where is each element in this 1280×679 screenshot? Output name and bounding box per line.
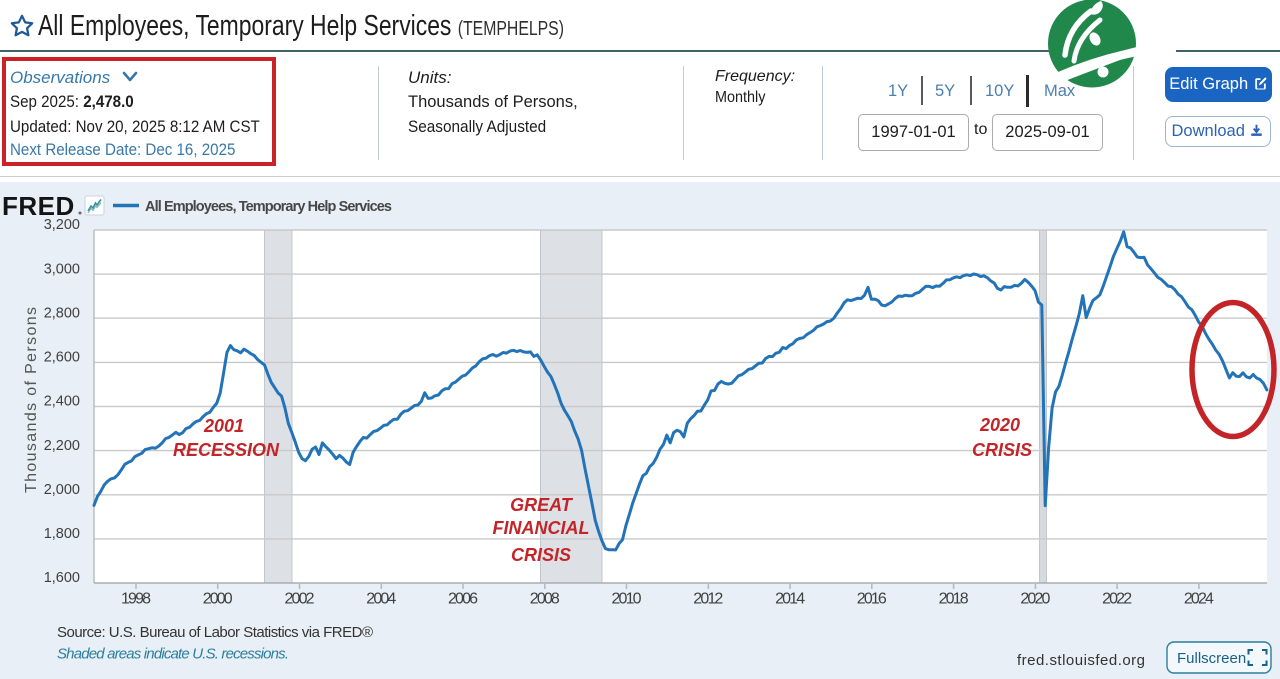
svg-text:2000: 2000 (203, 591, 233, 608)
svg-text:2001: 2001 (203, 416, 244, 436)
svg-text:2016: 2016 (857, 591, 887, 608)
svg-text:2004: 2004 (366, 591, 396, 608)
svg-text:2,000: 2,000 (44, 482, 80, 498)
svg-text:2014: 2014 (775, 591, 805, 608)
svg-text:2008: 2008 (530, 591, 560, 608)
svg-text:2,200: 2,200 (44, 438, 80, 454)
svg-text:2,400: 2,400 (44, 394, 80, 410)
svg-text:fred.stlouisfed.org: fred.stlouisfed.org (1017, 652, 1145, 669)
svg-text:2002: 2002 (285, 591, 315, 608)
svg-text:2012: 2012 (693, 591, 723, 608)
svg-text:Shaded areas indicate U.S. rec: Shaded areas indicate U.S. recessions. (57, 646, 289, 663)
svg-text:3,000: 3,000 (44, 261, 80, 277)
svg-text:2022: 2022 (1102, 591, 1132, 608)
svg-text:1998: 1998 (121, 591, 151, 608)
svg-text:3,200: 3,200 (44, 217, 80, 233)
svg-text:FINANCIAL: FINANCIAL (493, 518, 590, 538)
svg-text:1,800: 1,800 (44, 526, 80, 542)
svg-text:CRISIS: CRISIS (511, 545, 571, 565)
svg-text:2018: 2018 (939, 591, 969, 608)
svg-text:1,600: 1,600 (44, 570, 80, 586)
svg-text:Source: U.S. Bureau of Labor S: Source: U.S. Bureau of Labor Statistics … (57, 624, 373, 641)
svg-text:All Employees, Temporary Help: All Employees, Temporary Help Services (145, 199, 392, 215)
svg-text:RECESSION: RECESSION (173, 440, 280, 460)
svg-text:FRED: FRED (2, 191, 75, 221)
svg-text:2,800: 2,800 (44, 305, 80, 321)
svg-text:2006: 2006 (448, 591, 478, 608)
svg-text:GREAT: GREAT (510, 495, 574, 515)
svg-text:2024: 2024 (1184, 591, 1214, 608)
svg-text:2,600: 2,600 (44, 350, 80, 366)
svg-text:2020: 2020 (1020, 591, 1050, 608)
svg-text:CRISIS: CRISIS (972, 440, 1032, 460)
svg-text:Thousands of Persons: Thousands of Persons (23, 307, 40, 493)
svg-text:2010: 2010 (612, 591, 642, 608)
svg-text:2020: 2020 (979, 415, 1020, 435)
svg-text:Fullscreen: Fullscreen (1177, 650, 1246, 667)
